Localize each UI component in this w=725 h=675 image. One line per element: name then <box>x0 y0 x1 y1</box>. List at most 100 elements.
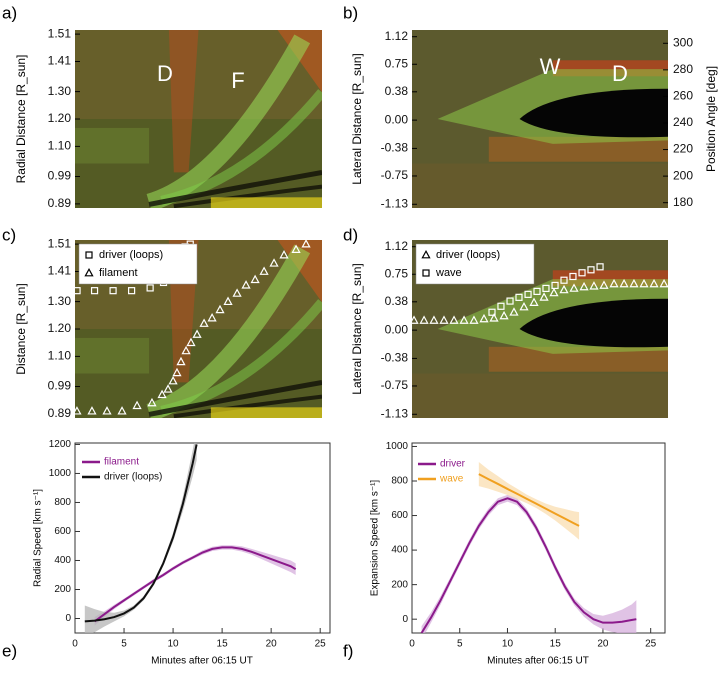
y-tick-label: 1.12 <box>385 239 409 253</box>
y-tick-label: 0.75 <box>385 56 409 70</box>
y-tick-label: 1.41 <box>48 54 72 68</box>
y-tick-label: 1.51 <box>48 26 72 40</box>
data-point <box>497 302 505 310</box>
y-axis-label: Expansion Speed [km s⁻¹] <box>370 480 381 597</box>
x-axis-label: Minutes after 06:15 UT <box>151 656 253 667</box>
y-tick-label: 1.10 <box>48 139 72 153</box>
data-point <box>90 287 99 295</box>
green-blob <box>75 127 150 164</box>
data-point <box>659 278 669 288</box>
y-axis-label: Radial Speed [km s⁻¹] <box>33 489 44 587</box>
x-tick-label: 15 <box>550 639 562 650</box>
data-point <box>529 297 539 306</box>
data-point <box>250 274 260 284</box>
y-tick-label: -0.38 <box>381 351 409 365</box>
data-point <box>489 313 499 322</box>
data-point <box>176 356 186 366</box>
data-point <box>596 263 604 271</box>
data-point <box>579 281 589 291</box>
x-tick-label: 5 <box>457 639 463 650</box>
data-point <box>469 315 479 324</box>
y2-tick-label: 200 <box>673 168 693 182</box>
data-point <box>599 280 609 289</box>
y-tick-label: 0.89 <box>48 406 72 420</box>
panel-label: a) <box>2 3 17 22</box>
data-point <box>147 397 157 407</box>
bright-base <box>210 197 322 208</box>
legend-marker <box>421 249 431 259</box>
y-tick-label: 0.00 <box>385 322 409 336</box>
y2-tick-label: 240 <box>673 115 693 129</box>
y-axis-label: Radial Distance [R_sun] <box>14 55 28 184</box>
data-point <box>163 384 173 393</box>
legend-label: wave <box>435 267 462 279</box>
data-point <box>499 310 509 320</box>
legend-box <box>78 243 198 285</box>
data-point <box>109 287 117 295</box>
y-tick-label: 0.99 <box>48 169 72 183</box>
data-point <box>515 293 523 301</box>
data-point <box>168 375 178 385</box>
y2-axis-label: Position Angle [deg] <box>704 66 718 172</box>
map-image <box>412 240 668 418</box>
data-point <box>506 297 514 305</box>
data-point <box>146 284 154 292</box>
panel-label: d) <box>343 225 358 244</box>
data-point <box>172 367 182 377</box>
y-tick-label: 0.38 <box>385 84 409 98</box>
data-point <box>589 281 599 290</box>
dark-strand <box>148 379 322 417</box>
x-axis-label: Minutes after 06:15 UT <box>487 656 589 667</box>
data-point <box>215 304 225 314</box>
y2-tick-label: 220 <box>673 142 693 156</box>
y-tick-label: 1200 <box>49 439 72 450</box>
y-tick-label: 1.12 <box>385 29 409 43</box>
legend-marker <box>84 267 94 277</box>
x-tick-label: 10 <box>168 639 180 650</box>
data-point <box>72 406 82 415</box>
data-point <box>578 269 586 277</box>
fit-line <box>94 546 297 623</box>
plot-area <box>74 442 331 634</box>
data-point <box>551 281 559 290</box>
y-tick-label: 0 <box>65 613 71 624</box>
legend-label: wave <box>439 474 464 485</box>
y-tick-label: -0.38 <box>381 141 409 155</box>
annotation: D <box>612 61 628 86</box>
data-point <box>619 278 629 288</box>
dark-wedge <box>519 298 668 348</box>
data-point <box>259 266 269 275</box>
y-tick-label: 1.20 <box>48 321 72 335</box>
x-tick-label: 5 <box>121 639 127 650</box>
data-point <box>569 272 577 281</box>
x-tick-label: 10 <box>502 639 514 650</box>
data-point <box>533 287 541 295</box>
fit-line <box>420 497 637 633</box>
x-tick-label: 25 <box>315 639 327 650</box>
fit-line <box>478 473 580 527</box>
data-point <box>223 296 233 306</box>
panel-label: f) <box>343 641 353 660</box>
confidence-band <box>421 494 637 633</box>
data-point <box>449 315 459 324</box>
x-tick-label: 20 <box>266 639 278 650</box>
data-point <box>102 406 112 415</box>
y-tick-label: 1.20 <box>48 111 72 125</box>
y-tick-label: 200 <box>391 579 408 590</box>
legend-label: filament <box>99 267 138 279</box>
y-tick-label: 0 <box>402 614 408 625</box>
data-point <box>279 250 289 259</box>
data-point <box>87 406 97 415</box>
data-point <box>419 315 429 324</box>
x-tick-label: 20 <box>597 639 609 650</box>
y2-tick-label: 280 <box>673 62 693 76</box>
data-point <box>609 278 619 288</box>
green-blob <box>75 337 150 374</box>
y-tick-label: 1.10 <box>48 349 72 363</box>
y-tick-label: 1000 <box>386 441 409 452</box>
fit-line <box>84 444 198 623</box>
data-point <box>649 278 659 288</box>
legend-label: filament <box>104 457 139 468</box>
streak-green2 <box>160 299 322 416</box>
